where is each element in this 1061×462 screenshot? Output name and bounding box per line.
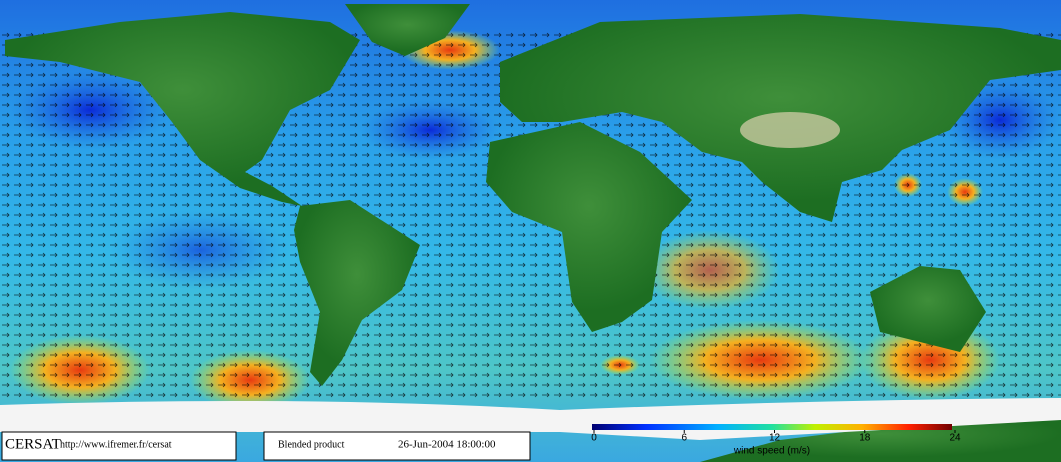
colorbar-scale bbox=[592, 424, 952, 430]
colorbar-label: wind speed (m/s) bbox=[733, 446, 810, 457]
info-box bbox=[1, 431, 237, 461]
date: 26-Jun-2004 18:00:00 bbox=[398, 439, 496, 451]
colorbar-tick-label: 24 bbox=[949, 433, 961, 444]
product-box bbox=[263, 431, 531, 461]
footer-left: CERSAT http://www.ifremer.fr/cersat bbox=[1, 431, 237, 461]
colorbar-tick-label: 0 bbox=[591, 433, 597, 444]
colorbar-tick-label: 12 bbox=[769, 433, 781, 444]
url: http://www.ifremer.fr/cersat bbox=[60, 439, 172, 450]
logo: CERSAT bbox=[5, 436, 61, 452]
colorbar-tick-label: 18 bbox=[859, 433, 871, 444]
colorbar: wind speed (m/s) 0 6 12 18 24 bbox=[591, 424, 961, 457]
colorbar-tick-label: 6 bbox=[681, 433, 687, 444]
product: Blended product bbox=[278, 439, 345, 450]
footer-center: Blended product 26-Jun-2004 18:00:00 bbox=[263, 431, 531, 461]
plateau bbox=[740, 112, 840, 148]
